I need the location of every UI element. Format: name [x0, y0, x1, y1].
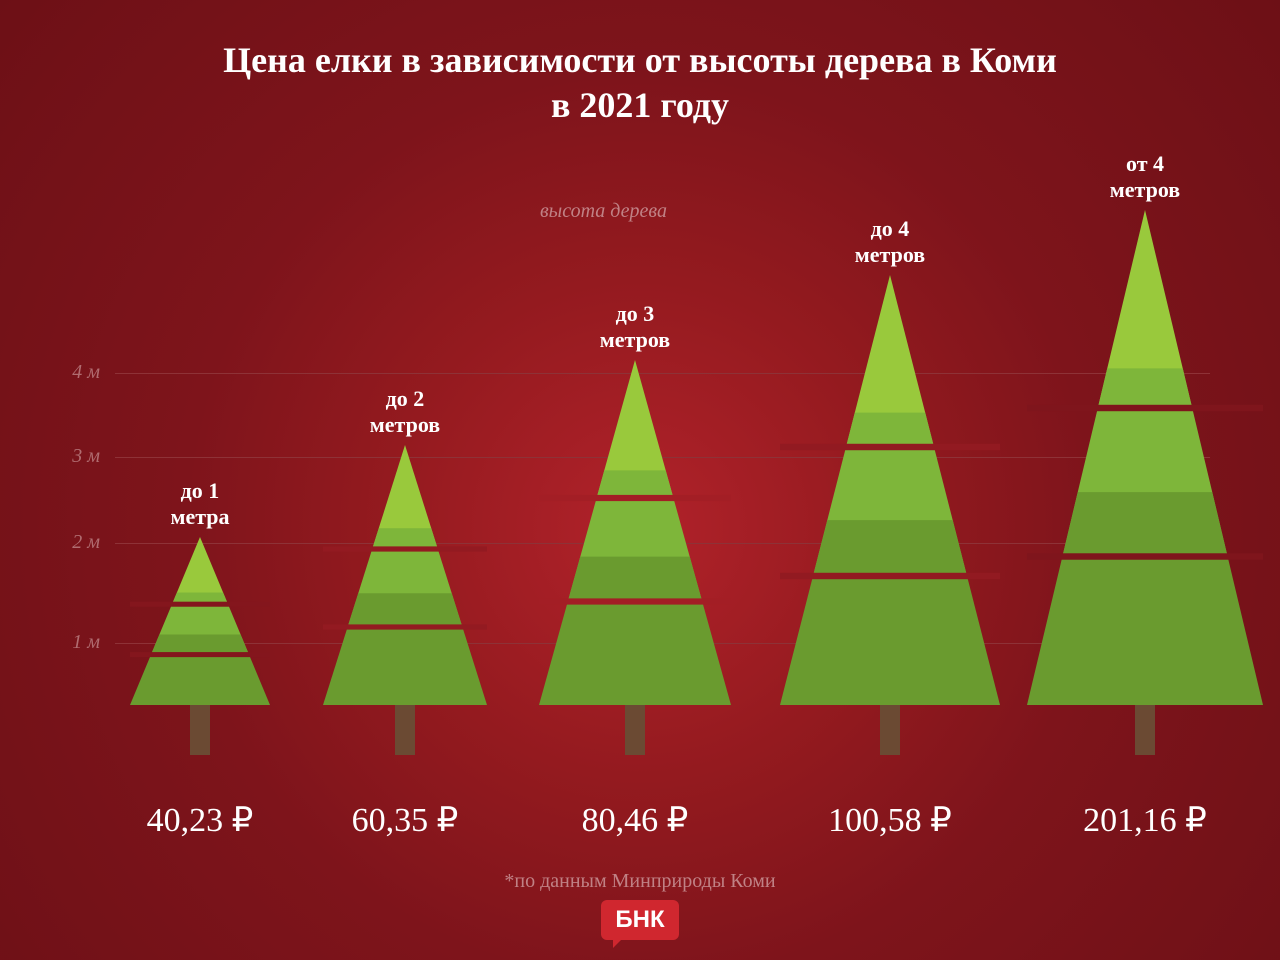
logo-text: БНК [615, 906, 664, 933]
tree-label: до 3метров [535, 301, 735, 352]
price-label: 201,16 ₽ [1030, 800, 1260, 840]
footnote: *по данным Минприроды Коми [0, 870, 1280, 893]
gridline-label: 4 м [50, 361, 100, 384]
tree: от 4метров [1027, 210, 1263, 755]
tree-label: до 4метров [790, 216, 990, 267]
gridline-label: 3 м [50, 445, 100, 468]
price-label: 40,23 ₽ [85, 800, 315, 840]
chart-subtitle: высота дерева [540, 200, 667, 223]
tree-label: до 2метров [305, 386, 505, 437]
logo-box: БНК [601, 900, 679, 940]
price-row: 40,23 ₽60,35 ₽80,46 ₽100,58 ₽201,16 ₽ [60, 780, 1220, 850]
tree: до 4метров [780, 275, 1000, 755]
logo: БНК [601, 900, 679, 940]
gridline-label: 2 м [50, 531, 100, 554]
logo-tail-icon [613, 940, 621, 948]
tree-label: до 1метра [100, 478, 300, 529]
price-label: 60,35 ₽ [290, 800, 520, 840]
tree: до 1метра [130, 537, 270, 755]
tree: до 3метров [539, 360, 731, 755]
chart-area: 1 м2 м3 м4 м до 1метрадо 2метровдо 3метр… [60, 255, 1220, 755]
tree-label: от 4метров [1045, 151, 1245, 202]
price-label: 80,46 ₽ [520, 800, 750, 840]
gridline-label: 1 м [50, 631, 100, 654]
tree: до 2метров [323, 445, 487, 755]
chart-title: Цена елки в зависимости от высоты дерева… [0, 0, 1280, 128]
price-label: 100,58 ₽ [775, 800, 1005, 840]
